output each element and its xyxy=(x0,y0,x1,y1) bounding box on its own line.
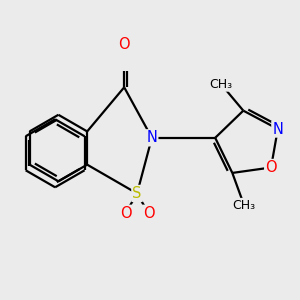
Text: CH₃: CH₃ xyxy=(232,199,256,212)
Text: N: N xyxy=(272,122,283,136)
Text: O: O xyxy=(265,160,277,175)
Text: N: N xyxy=(146,130,157,145)
Text: S: S xyxy=(132,186,142,201)
Text: O: O xyxy=(120,206,131,221)
Text: CH₃: CH₃ xyxy=(209,78,233,91)
Text: O: O xyxy=(118,37,130,52)
Text: O: O xyxy=(143,206,154,221)
